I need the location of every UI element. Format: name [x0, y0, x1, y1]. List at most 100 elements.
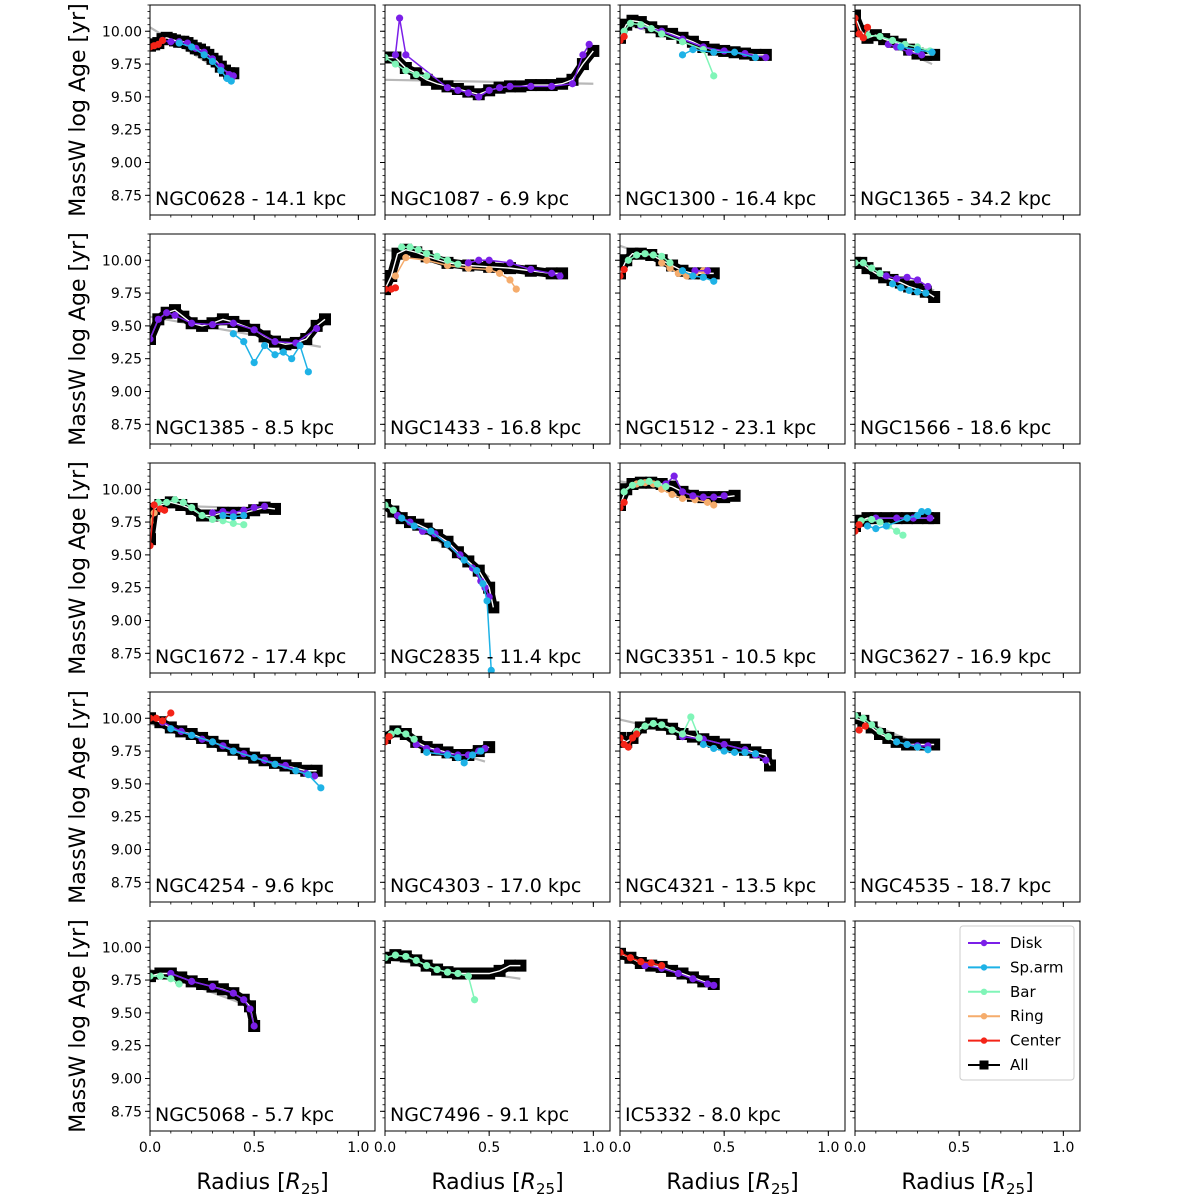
- sparm-point: [219, 511, 227, 520]
- disk-series-line: [162, 39, 234, 77]
- panel-background: [385, 921, 610, 1131]
- bar-point: [641, 250, 649, 258]
- x-axis-label: Radius [R25]: [431, 1170, 563, 1198]
- bar-point: [620, 27, 628, 35]
- sparm-point: [240, 338, 248, 346]
- panel-background: [385, 692, 610, 902]
- panel-label: NGC4535 - 18.7 kpc: [860, 875, 1051, 897]
- sparm-point: [175, 39, 183, 47]
- bar-point: [876, 32, 884, 41]
- panel-14: NGC4303 - 17.0 kpc: [380, 691, 611, 907]
- bar-point: [899, 531, 907, 539]
- panel-label: NGC1512 - 23.1 kpc: [625, 417, 816, 439]
- sparm-point: [897, 284, 905, 292]
- panel-background: [385, 463, 610, 673]
- y-tick-label: 10.00: [102, 711, 142, 727]
- disk-point: [495, 84, 504, 92]
- y-tick-label: 8.75: [111, 188, 142, 204]
- panel-9: 8.75 9.00 9.25 9.50 9.75 10.00 NGC1672 - 17.4 …: [66, 461, 376, 678]
- y-tick-label: 9.50: [111, 777, 142, 793]
- sparm-point: [751, 53, 760, 62]
- disk-point: [556, 272, 564, 280]
- sparm-point: [200, 51, 208, 59]
- bar-point: [628, 481, 637, 489]
- ring-point: [423, 256, 431, 264]
- bar-point: [876, 727, 884, 735]
- panel-4: NGC1365 - 34.2 kpc: [850, 4, 1081, 220]
- center-point: [385, 733, 393, 741]
- panel-8: NGC1566 - 18.6 kpc: [850, 233, 1081, 449]
- center-point: [647, 959, 655, 967]
- panel-plot-area: [620, 244, 720, 285]
- sparm-point: [922, 289, 930, 297]
- x-axis-label-symbol: R: [756, 1170, 771, 1195]
- sparm-point: [897, 43, 905, 51]
- sparm-point: [271, 351, 279, 359]
- sparm-point: [288, 355, 296, 363]
- panel-11: NGC3351 - 10.5 kpc: [615, 462, 846, 678]
- bar-point: [406, 243, 414, 251]
- disk-point: [548, 269, 556, 277]
- sparm-point: [410, 522, 418, 530]
- disk-point: [208, 320, 217, 329]
- sparm-point: [188, 43, 196, 51]
- x-tick-label: 0.5: [478, 1140, 500, 1156]
- bar-point: [412, 956, 420, 964]
- legend-marker: [980, 939, 988, 947]
- disk-point: [171, 311, 179, 319]
- x-tick-label: 1.0: [817, 1140, 839, 1156]
- panel-3: NGC1300 - 16.4 kpc: [615, 4, 846, 220]
- center-point: [160, 506, 169, 514]
- bar-point: [402, 730, 410, 738]
- sparm-point: [250, 359, 258, 367]
- sparm-point: [487, 666, 495, 673]
- sparm-point: [279, 348, 287, 356]
- disk-point: [229, 989, 237, 997]
- bar-point: [389, 506, 397, 514]
- disk-point: [485, 86, 493, 94]
- center-point: [385, 738, 389, 746]
- sparm-point: [928, 48, 936, 56]
- panel-label: NGC1672 - 17.4 kpc: [155, 646, 346, 668]
- sparm-point: [217, 67, 225, 75]
- y-tick-label: 8.75: [111, 646, 142, 662]
- panel-label: NGC3627 - 16.9 kpc: [860, 646, 1051, 668]
- sparm-point: [271, 760, 279, 768]
- panel-plot-area: [150, 26, 240, 85]
- center-point: [861, 722, 870, 730]
- bar-point: [385, 954, 389, 962]
- bar-point: [658, 30, 666, 38]
- sparm-point: [913, 743, 922, 751]
- bar-point: [393, 727, 402, 735]
- ring-point: [485, 265, 493, 274]
- panel-6: NGC1433 - 16.8 kpc: [380, 233, 611, 449]
- legend-marker: [980, 988, 988, 995]
- disk-point: [903, 273, 911, 281]
- y-tick-label: 9.75: [111, 515, 142, 531]
- bar-point: [175, 980, 183, 988]
- ring-point: [666, 264, 674, 272]
- panel-background: [855, 234, 1080, 444]
- sparm-point: [454, 754, 462, 762]
- disk-point: [208, 983, 217, 991]
- bar-series-line: [855, 262, 881, 275]
- y-axis-label: MassW log Age [yr]: [66, 919, 91, 1132]
- bar-point: [653, 480, 662, 488]
- sparm-point: [473, 567, 481, 575]
- panel-7: NGC1512 - 23.1 kpc: [615, 233, 846, 449]
- sparm-point: [678, 51, 687, 59]
- disk-point: [208, 509, 217, 517]
- bar-point: [710, 72, 718, 80]
- sparm-point: [689, 272, 697, 280]
- bar-point: [868, 721, 876, 729]
- y-tick-label: 10.00: [102, 253, 142, 269]
- panel-background: [150, 463, 375, 673]
- disk-point: [271, 338, 279, 346]
- x-tick-label: 0.5: [713, 1140, 735, 1156]
- x-tick-label: 0.0: [139, 1140, 161, 1156]
- bar-point: [695, 734, 703, 742]
- center-point: [620, 32, 628, 41]
- x-tick-label: 0.0: [844, 1140, 866, 1156]
- y-tick-label: 10.00: [102, 482, 142, 498]
- sparm-point: [903, 514, 911, 522]
